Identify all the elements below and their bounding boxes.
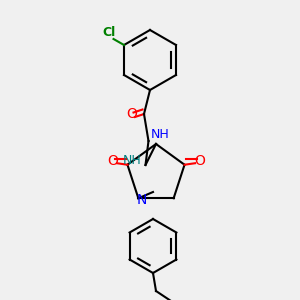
Text: O: O	[194, 154, 205, 168]
Text: O: O	[127, 107, 137, 122]
Text: NH: NH	[123, 154, 141, 166]
Text: NH: NH	[151, 128, 170, 141]
Text: Cl: Cl	[102, 26, 116, 39]
Text: O: O	[107, 154, 118, 168]
Text: N: N	[136, 193, 147, 207]
